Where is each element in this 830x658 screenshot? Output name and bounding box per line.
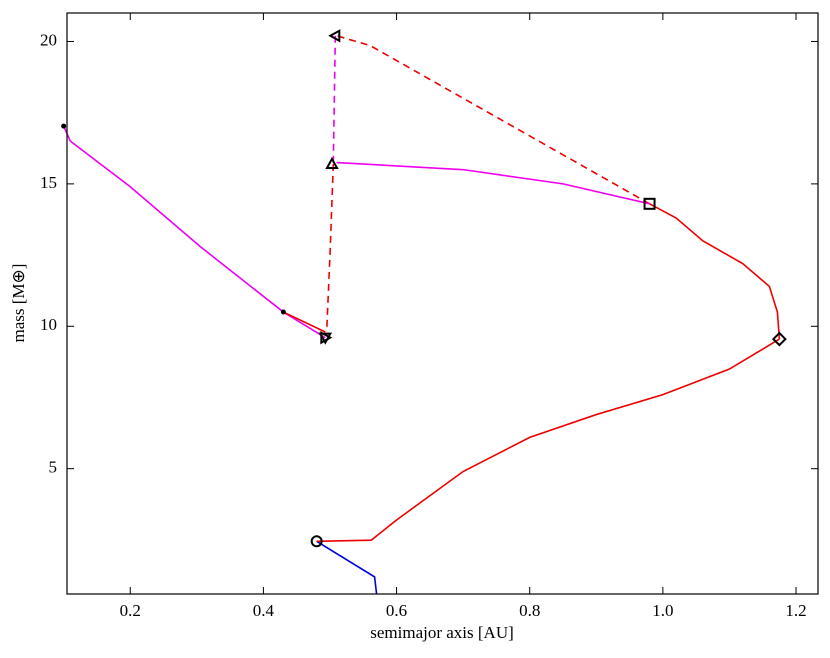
line [316, 540, 378, 595]
plot-frame [66, 12, 819, 595]
line [325, 163, 335, 333]
x-tick-label: 0.2 [120, 601, 141, 620]
y-tick-label: 15 [40, 173, 57, 192]
marker [310, 535, 323, 548]
x-axis-label: semimajor axis [AU] [370, 623, 514, 642]
marker [280, 309, 286, 315]
y-tick-label: 10 [40, 315, 57, 334]
marker [325, 156, 339, 169]
line [649, 203, 781, 340]
marker [61, 123, 67, 129]
y-tick-label: 5 [49, 458, 58, 477]
marker [320, 330, 333, 345]
y-tick-label: 20 [40, 30, 57, 49]
x-tick-label: 1.0 [652, 601, 673, 620]
marker [771, 331, 787, 347]
x-tick-label: 0.6 [386, 601, 407, 620]
x-tick-label: 0.8 [519, 601, 540, 620]
line [62, 125, 326, 339]
line [316, 338, 780, 543]
line [283, 311, 326, 333]
line [336, 161, 650, 205]
y-axis-label: mass [M⊕] [9, 264, 28, 343]
x-tick-label: 1.2 [785, 601, 806, 620]
marker [643, 197, 656, 210]
line [332, 35, 337, 164]
x-tick-label: 0.4 [253, 601, 275, 620]
marker [328, 29, 341, 43]
line [336, 35, 650, 205]
